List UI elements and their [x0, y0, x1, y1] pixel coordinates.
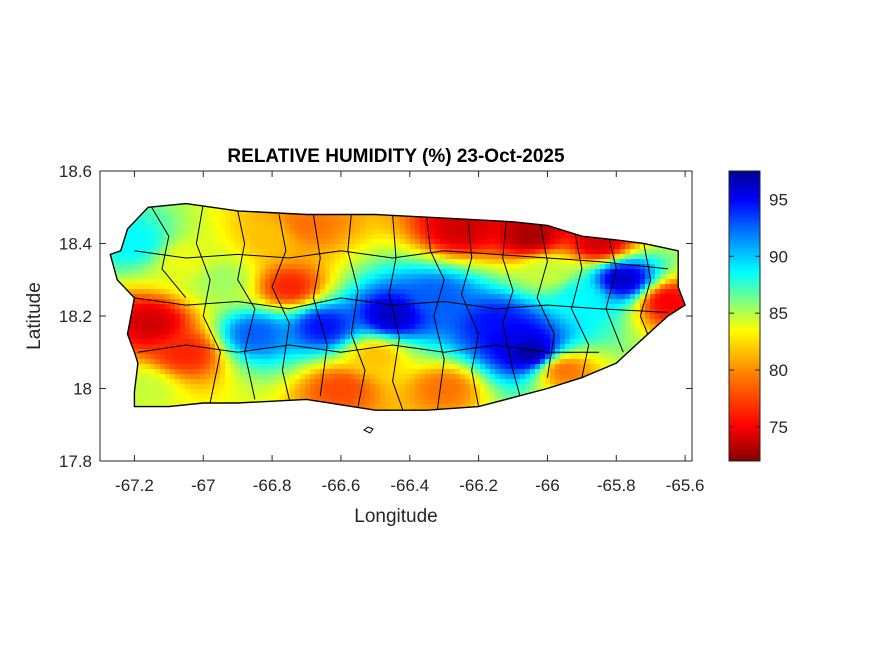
municipal-boundaries — [134, 203, 668, 411]
municipal-boundary — [570, 232, 590, 378]
y-tick-label: 18.4 — [59, 235, 92, 254]
colorbar: 95 90 85 80 75 — [728, 170, 788, 462]
municipal-boundary — [195, 203, 222, 404]
y-tick-label: 18 — [73, 380, 92, 399]
colorbar-tick-label: 95 — [769, 190, 788, 209]
colorbar-tick-label: 75 — [769, 418, 788, 437]
municipal-boundary — [151, 207, 187, 299]
municipal-boundary — [237, 210, 256, 400]
colorbar-tick-label: 85 — [769, 304, 788, 323]
x-axis-label: Longitude — [354, 506, 437, 527]
municipal-boundary — [312, 214, 328, 396]
x-tick-label: -67.2 — [115, 476, 154, 495]
x-tick-label: -67 — [191, 476, 216, 495]
municipal-boundary — [388, 214, 404, 411]
colorbar-ticks: 95 90 85 80 75 — [729, 190, 788, 437]
x-tick-label: -66 — [535, 476, 560, 495]
municipal-boundary — [605, 239, 624, 353]
municipal-boundary — [460, 221, 480, 407]
x-tick-label: -65.6 — [666, 476, 705, 495]
municipal-boundary — [137, 344, 600, 353]
municipal-boundary — [426, 218, 445, 411]
municipal-boundary — [536, 225, 555, 378]
x-tick-label: -65.8 — [597, 476, 636, 495]
y-tick-label: 18.2 — [59, 307, 92, 326]
x-tick-label: -66.4 — [390, 476, 429, 495]
chart-title: RELATIVE HUMIDITY (%) 23-Oct-2025 — [227, 146, 565, 167]
municipal-boundary — [271, 214, 290, 400]
y-axis-label: Latitude — [24, 282, 45, 350]
x-axis-ticks: -67.2 -67 -66.8 -66.6 -66.4 -66.2 -66 -65.8 -65.… — [115, 171, 704, 495]
municipal-boundary — [134, 250, 668, 270]
offshore-islets — [363, 426, 374, 434]
x-tick-label: -66.6 — [322, 476, 361, 495]
colorbar-gradient — [728, 170, 761, 462]
island-outline — [109, 202, 686, 411]
y-tick-label: 18.6 — [59, 162, 92, 181]
y-axis-ticks: 18.6 18.4 18.2 18 17.8 — [59, 162, 692, 471]
municipal-boundary — [639, 243, 652, 342]
municipal-boundary — [134, 297, 668, 313]
x-tick-label: -66.8 — [253, 476, 292, 495]
x-tick-label: -66.2 — [459, 476, 498, 495]
colorbar-tick-label: 90 — [769, 247, 788, 266]
y-tick-label: 17.8 — [59, 452, 92, 471]
municipal-boundary — [347, 214, 366, 407]
colorbar-tick-label: 80 — [769, 361, 788, 380]
municipal-boundary — [502, 221, 521, 396]
